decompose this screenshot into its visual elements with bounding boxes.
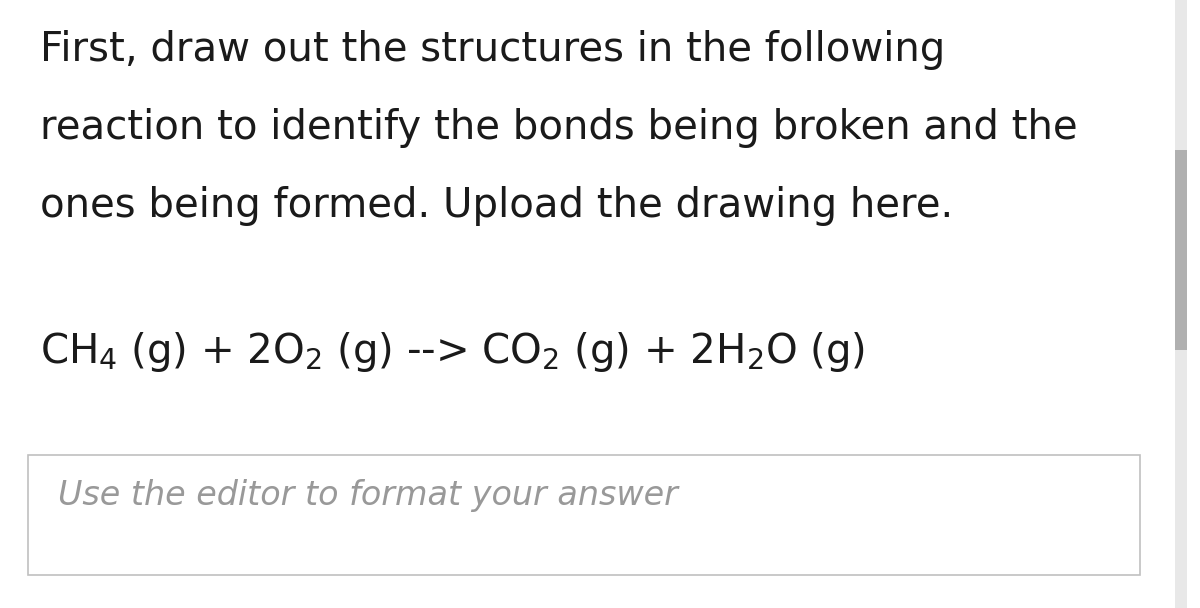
Bar [1175, 150, 1187, 350]
Text: CH$_4$ (g) + 2O$_2$ (g) --> CO$_2$ (g) + 2H$_2$O (g): CH$_4$ (g) + 2O$_2$ (g) --> CO$_2$ (g) +… [40, 330, 865, 374]
Text: reaction to identify the bonds being broken and the: reaction to identify the bonds being bro… [40, 108, 1078, 148]
Bar [28, 455, 1140, 575]
Bar [1175, 0, 1187, 608]
Text: ones being formed. Upload the drawing here.: ones being formed. Upload the drawing he… [40, 186, 953, 226]
Text: First, draw out the structures in the following: First, draw out the structures in the fo… [40, 30, 946, 70]
Text: Use the editor to format your answer: Use the editor to format your answer [58, 478, 678, 511]
